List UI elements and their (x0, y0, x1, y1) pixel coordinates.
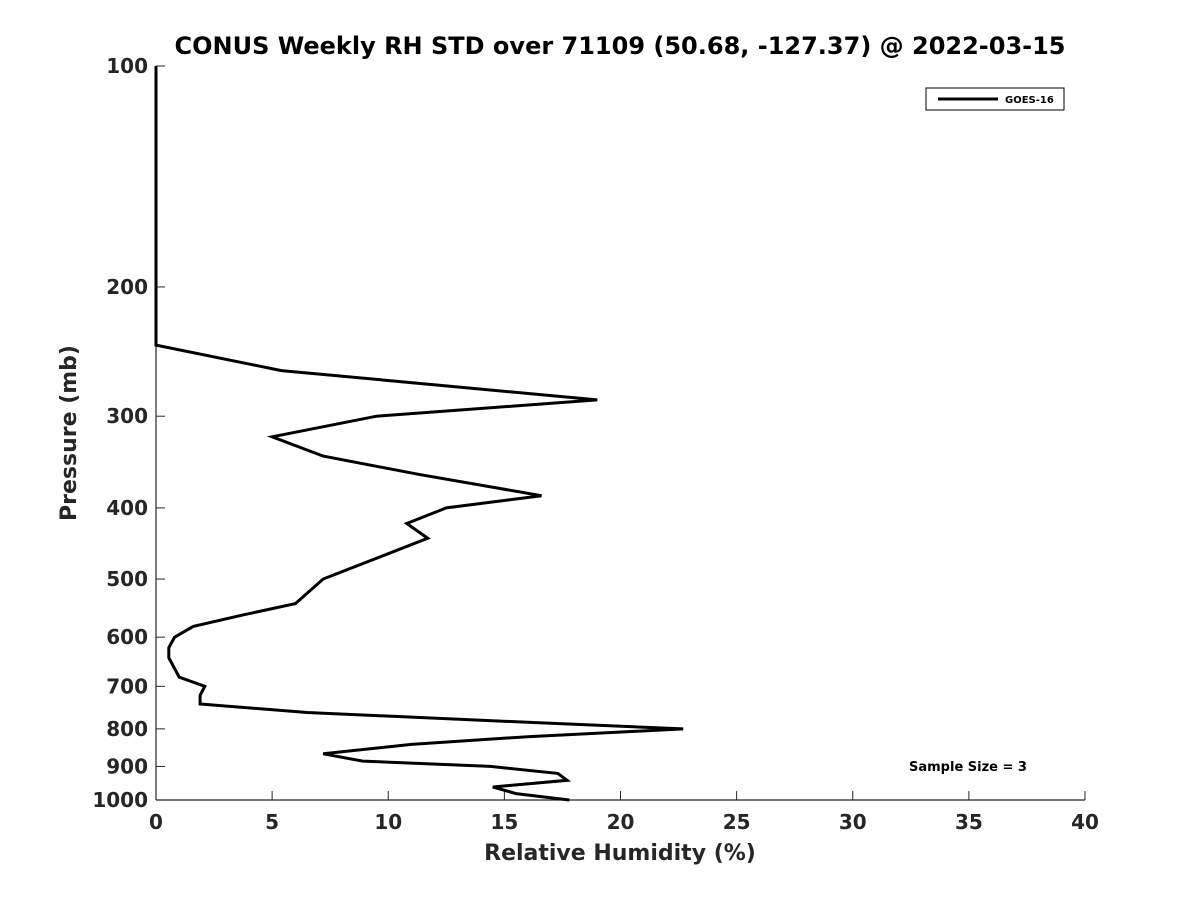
x-tick-label: 35 (955, 810, 983, 834)
x-tick-label: 30 (839, 810, 867, 834)
chart-title: CONUS Weekly RH STD over 71109 (50.68, -… (174, 32, 1065, 60)
y-tick-label: 100 (106, 54, 148, 78)
y-tick-label: 700 (106, 674, 148, 698)
x-tick-label: 10 (374, 810, 402, 834)
y-tick-label: 800 (106, 717, 148, 741)
legend: GOES-16 (925, 87, 1065, 111)
x-tick-label: 20 (607, 810, 635, 834)
x-tick-label: 5 (265, 810, 279, 834)
x-tick-label: 15 (490, 810, 518, 834)
x-tick-label: 25 (723, 810, 751, 834)
x-tick-label: 40 (1071, 810, 1099, 834)
y-tick-label: 500 (106, 567, 148, 591)
x-tick-label: 0 (149, 810, 163, 834)
y-axis-label: Pressure (mb) (57, 345, 82, 521)
y-tick-label: 600 (106, 625, 148, 649)
series-line-0 (154, 66, 684, 802)
axes: 0 5 10 15 20 25 30 35 40 100 200 300 400 500 600 700 800… (92, 54, 1099, 834)
y-tick-label: 1000 (92, 788, 148, 812)
plot-series (154, 66, 684, 802)
y-tick-label: 400 (106, 496, 148, 520)
y-tick-label: 900 (106, 754, 148, 778)
y-tick-label: 200 (106, 275, 148, 299)
legend-label-goes16: GOES-16 (1005, 95, 1054, 106)
sample-size-annotation: Sample Size = 3 (909, 760, 1027, 775)
y-tick-label: 300 (106, 404, 148, 428)
x-axis-label: Relative Humidity (%) (484, 841, 756, 866)
